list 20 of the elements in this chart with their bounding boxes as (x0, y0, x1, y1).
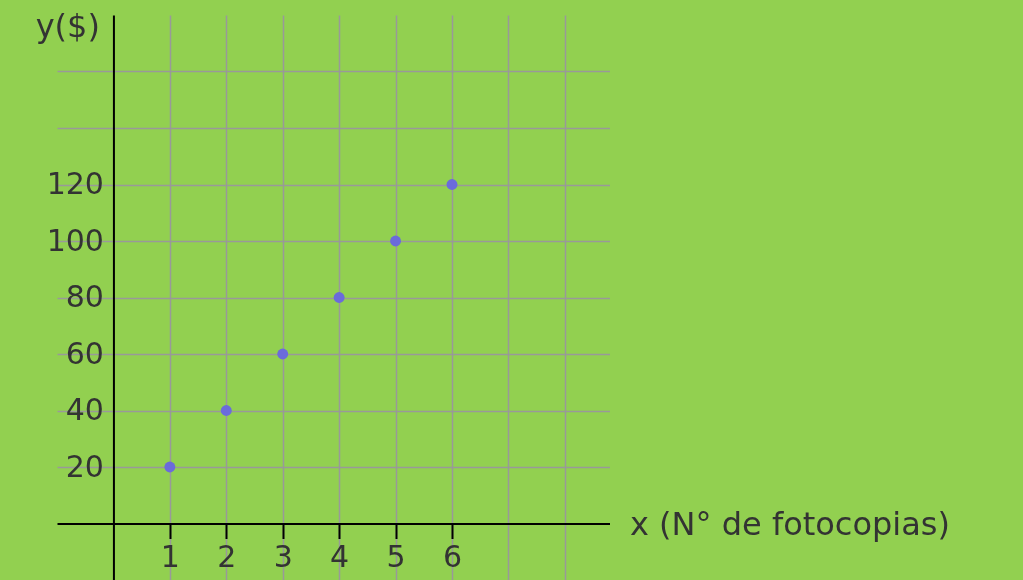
x-tick-label: 4 (330, 539, 350, 574)
x-tick-label: 3 (273, 539, 293, 574)
y-tick-label: 60 (65, 335, 104, 371)
point (390, 235, 402, 247)
point (446, 179, 458, 190)
y-axis-title: y($) (35, 6, 100, 45)
x-tick-label: 2 (217, 539, 237, 574)
x-tick-label: 6 (442, 539, 463, 574)
x-tick-label: 1 (160, 539, 180, 574)
point (164, 461, 176, 473)
x-tick-label: 5 (386, 539, 406, 574)
y-tick-label: 100 (46, 222, 104, 258)
y-tick-label: 20 (65, 448, 104, 484)
point (220, 405, 232, 416)
y-tick-label: 80 (65, 279, 104, 314)
y-tick-label: 120 (46, 166, 104, 201)
y-tick-label: 40 (65, 392, 104, 427)
point (333, 292, 345, 303)
x-axis-title: x (N° de fotocopias) (630, 504, 950, 543)
point (277, 348, 289, 360)
